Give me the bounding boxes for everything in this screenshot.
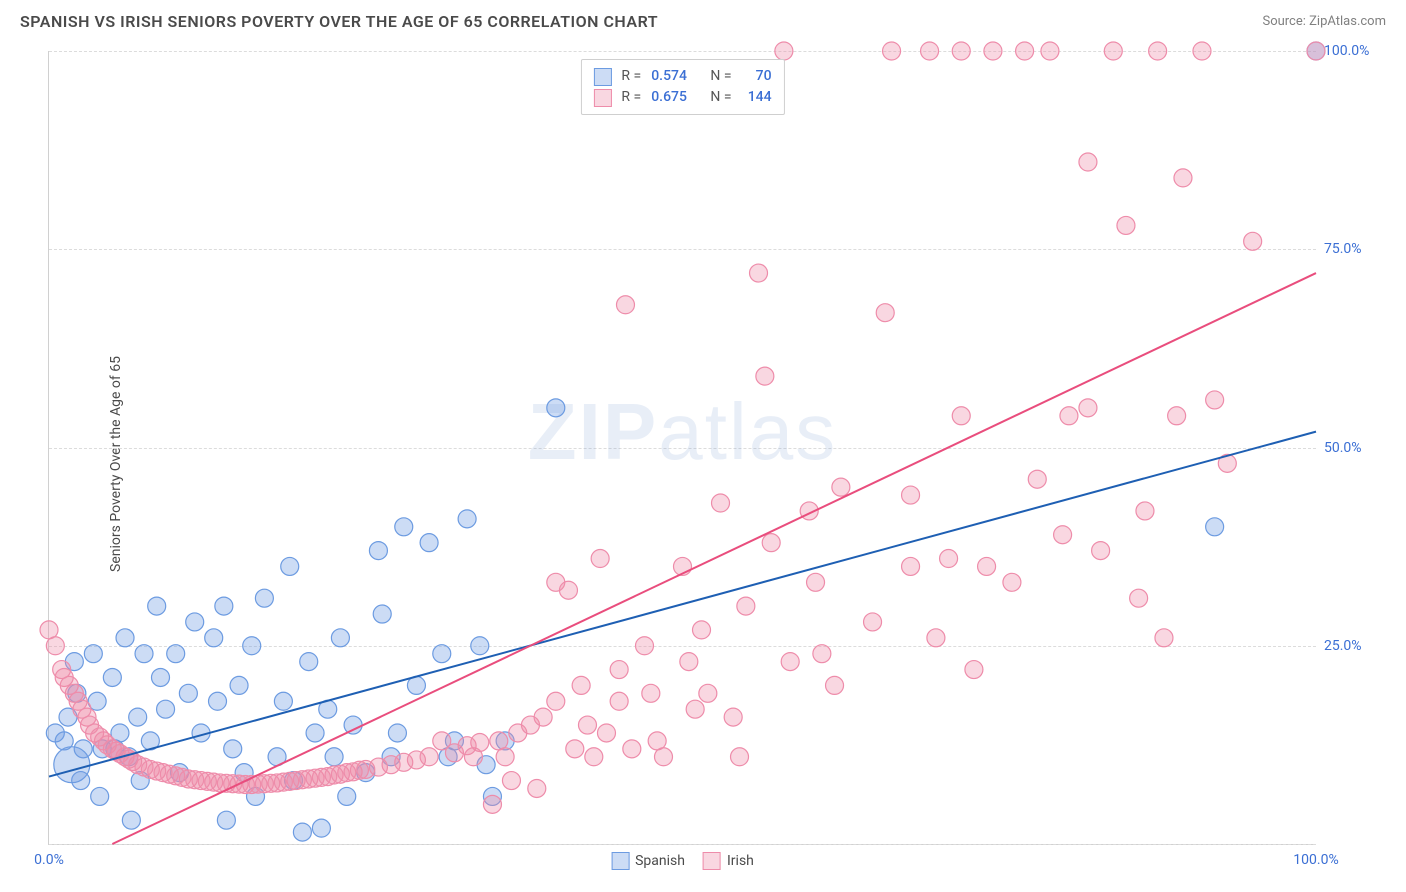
legend-swatch-irish [593,89,611,107]
n-label: N = [710,66,731,87]
legend-swatch-spanish [593,68,611,86]
chart-area: Seniors Poverty Over the Age of 65 ZIPat… [0,39,1406,889]
n-label: N = [710,87,731,108]
chart-header: SPANISH VS IRISH SENIORS POVERTY OVER TH… [0,0,1406,39]
legend-label-irish: Irish [727,853,754,869]
n-value-irish: 144 [742,87,772,108]
r-value-irish: 0.675 [651,87,687,108]
legend-item-spanish: Spanish [611,852,685,870]
correlation-legend: R = 0.574 N = 70 R = 0.675 N = 144 [580,59,784,115]
legend-row-spanish: R = 0.574 N = 70 [593,66,771,87]
trend-line [49,432,1316,777]
r-value-spanish: 0.574 [651,66,687,87]
trend-lines-layer [49,51,1316,844]
y-tick-label: 75.0% [1324,241,1394,257]
source-label: Source: ZipAtlas.com [1262,14,1386,29]
y-tick-label: 25.0% [1324,638,1394,654]
legend-row-irish: R = 0.675 N = 144 [593,87,771,108]
n-value-spanish: 70 [742,66,772,87]
r-label: R = [621,87,641,108]
x-tick-label: 0.0% [34,852,64,868]
y-tick-label: 50.0% [1324,440,1394,456]
legend-label-spanish: Spanish [635,853,685,869]
legend-swatch-irish [703,852,721,870]
plot-region: ZIPatlas R = 0.574 N = 70 R = 0.675 N = … [48,51,1316,845]
series-legend: Spanish Irish [611,852,754,870]
x-tick-label: 100.0% [1293,852,1338,868]
chart-title: SPANISH VS IRISH SENIORS POVERTY OVER TH… [20,12,658,31]
trend-line [112,273,1316,844]
gridline [49,844,1316,845]
r-label: R = [621,66,641,87]
legend-swatch-spanish [611,852,629,870]
y-tick-label: 100.0% [1324,43,1394,59]
legend-item-irish: Irish [703,852,754,870]
